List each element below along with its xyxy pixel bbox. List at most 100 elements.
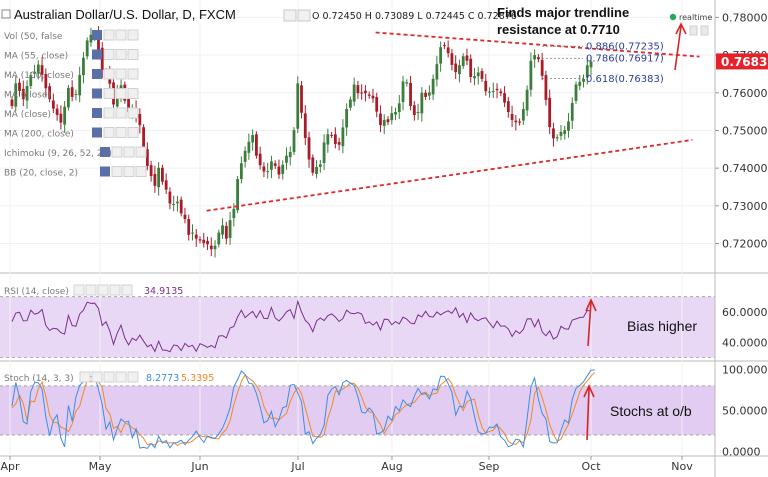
- candle-body: [206, 241, 209, 245]
- rsi-controls[interactable]: [73, 284, 133, 296]
- indicator-control-icon[interactable]: [127, 68, 139, 80]
- candle-body: [567, 121, 570, 131]
- indicator-control-icon[interactable]: [135, 146, 147, 158]
- indicator-control-icon[interactable]: [123, 166, 135, 177]
- candle-body: [164, 180, 168, 190]
- candle-body: [382, 119, 386, 126]
- candle-body: [10, 99, 14, 106]
- candle-body: [142, 127, 145, 149]
- indicator-control-icon[interactable]: [127, 49, 139, 60]
- candle-body: [191, 232, 194, 234]
- annotation-arrow-up-icon: [583, 384, 595, 441]
- candle-body: [36, 64, 40, 74]
- indicator-eye-icon[interactable]: [92, 108, 102, 118]
- candle-body: [533, 55, 537, 60]
- candle-body: [273, 163, 277, 166]
- indicator-label[interactable]: MA (close): [4, 91, 51, 101]
- indicator-control-icon[interactable]: [115, 107, 127, 119]
- stoch-d-value: 5.3395: [181, 373, 214, 384]
- candle-body: [149, 165, 153, 177]
- indicator-eye-icon[interactable]: [92, 69, 102, 79]
- indicator-control-icon[interactable]: [115, 68, 127, 80]
- candle-body: [300, 85, 303, 113]
- indicator-control-icon[interactable]: [103, 88, 115, 99]
- indicator-control-icon[interactable]: [135, 166, 147, 177]
- candle-body: [540, 59, 544, 76]
- indicator-control-icon[interactable]: [127, 127, 139, 138]
- header-eye-icon[interactable]: [283, 9, 297, 22]
- indicator-label[interactable]: BB (20, close, 2): [4, 169, 78, 179]
- stoch-header: Stoch (14, 3, 3) 8.2773 5.3395: [4, 371, 214, 384]
- candle-body: [18, 82, 21, 91]
- candle-body: [525, 89, 529, 111]
- candle-body: [288, 151, 292, 158]
- candle-body: [70, 87, 74, 97]
- indicator-control-icon[interactable]: [127, 107, 139, 119]
- indicator-label[interactable]: MA (55, close): [4, 52, 68, 62]
- indicator-control-icon[interactable]: [103, 49, 115, 60]
- candle-body: [33, 71, 36, 74]
- candle-body: [153, 174, 157, 186]
- trendlines: [206, 31, 700, 212]
- candle-body: [420, 92, 424, 114]
- indicator-eye-icon[interactable]: [92, 49, 102, 60]
- candle-body: [341, 127, 345, 147]
- indicator-control-icon[interactable]: [111, 146, 123, 158]
- candle-body: [176, 201, 179, 204]
- symbol-title: Australian Dollar/U.S. Dollar, D, FXCM: [14, 7, 236, 22]
- candle-body: [465, 55, 469, 61]
- annotation-arrow-up-icon: [585, 298, 597, 347]
- candle-body: [521, 108, 525, 121]
- indicator-control-icon[interactable]: [123, 146, 135, 158]
- indicator-control-icon[interactable]: [111, 166, 123, 177]
- indicator-label[interactable]: Ichimoku (9, 26, 52, 26): [4, 149, 112, 159]
- indicator-label[interactable]: Vol (50, false: [4, 32, 63, 42]
- candle-body: [416, 112, 420, 113]
- candle-body: [307, 137, 311, 160]
- indicator-eye-icon[interactable]: [92, 88, 102, 99]
- indicator-control-icon[interactable]: [115, 127, 127, 138]
- stoch-controls[interactable]: [79, 371, 139, 383]
- candle-body: [40, 65, 44, 75]
- indicator-eye-icon[interactable]: [92, 127, 102, 138]
- candle-body: [243, 150, 247, 162]
- indicator-control-icon[interactable]: [115, 49, 127, 60]
- time-tick-label: May: [89, 460, 112, 473]
- indicator-control-icon[interactable]: [103, 68, 115, 80]
- collapse-toggle-icon[interactable]: [1, 9, 11, 19]
- indicator-control-icon[interactable]: [127, 88, 139, 99]
- rsi-tick-label: 40.0000: [722, 336, 768, 349]
- indicator-eye-icon[interactable]: [100, 166, 110, 177]
- candle-body: [458, 65, 461, 75]
- candle-body: [495, 88, 499, 91]
- candle-body: [529, 60, 533, 90]
- indicator-label[interactable]: MA (100, close): [4, 71, 74, 81]
- realtime-dot: [669, 13, 677, 21]
- info-icon[interactable]: [700, 25, 709, 36]
- candle-body: [491, 90, 495, 92]
- indicator-control-icon[interactable]: [115, 29, 127, 41]
- indicator-label[interactable]: MA (200, close): [4, 130, 74, 140]
- candle-body: [232, 208, 236, 219]
- settings-icon[interactable]: [689, 25, 698, 36]
- candle-body: [209, 245, 213, 250]
- ohlc-readout: O 0.72450 H 0.73089 L 0.72445 C 0.72876: [312, 11, 517, 22]
- indicator-eye-icon[interactable]: [92, 30, 102, 40]
- indicator-control-icon[interactable]: [103, 127, 115, 138]
- price-tick-label: 0.76000: [722, 87, 768, 100]
- rsi-title: RSI (14, close): [4, 287, 69, 297]
- header-settings-icon[interactable]: [297, 9, 311, 22]
- candle-body: [51, 100, 55, 109]
- price-tick-label: 0.75000: [722, 124, 768, 137]
- indicator-control-icon[interactable]: [115, 88, 127, 99]
- candle-body: [78, 75, 82, 96]
- candle-body: [367, 94, 371, 96]
- indicator-eye-icon[interactable]: [100, 147, 110, 157]
- indicator-label[interactable]: MA (close): [4, 110, 51, 120]
- fib-levels: 0.886(0.77235)0.786(0.76917) 0.618(0.7638…: [542, 42, 664, 85]
- candle-body: [510, 114, 514, 120]
- indicator-control-icon[interactable]: [127, 29, 139, 41]
- indicator-control-icon[interactable]: [103, 29, 115, 41]
- candle-body: [552, 128, 555, 139]
- indicator-control-icon[interactable]: [103, 107, 115, 119]
